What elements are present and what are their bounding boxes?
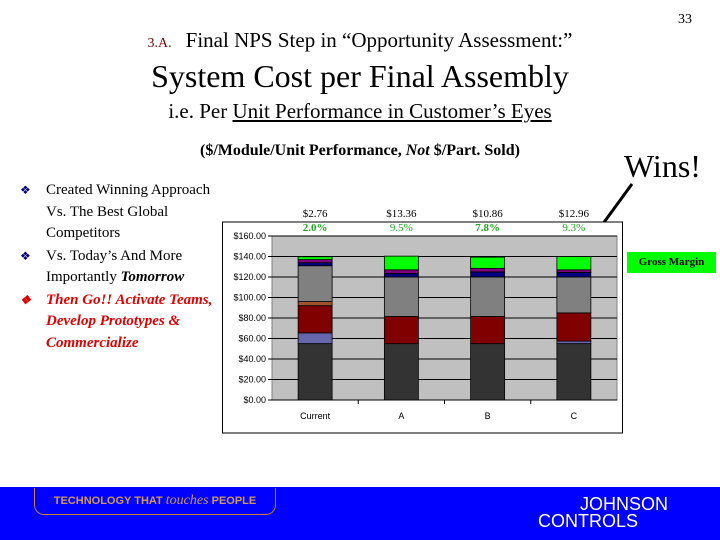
y-tick-label: $40.00 [238, 354, 266, 364]
diamond-bullet-icon: ❖ [20, 248, 31, 263]
logo-line1: JOHNSON [580, 494, 669, 514]
bullet-item: ❖ Vs. Today’s And More Importantly Tomorr… [20, 246, 220, 289]
wins-callout: Wins! [624, 148, 701, 184]
subtitle-underlined: Unit Performance in Customer’s Eyes [232, 99, 552, 123]
slide-heading: 3.A. Final NPS Step in “Opportunity Asses… [0, 28, 720, 53]
diamond-bullet-icon: ❖ [20, 292, 31, 307]
bar-segment [297, 332, 333, 345]
y-tick-label: $160.00 [233, 231, 266, 241]
y-tick-label: $60.00 [238, 334, 266, 344]
diamond-bullet-icon: ❖ [20, 183, 31, 197]
bar-segment [297, 262, 333, 267]
tagline-em: touches [165, 493, 209, 508]
bullet-item: ❖ Then Go!! Activate Teams, Develop Proto… [20, 290, 220, 355]
units-b: $/Part. Sold) [429, 142, 520, 159]
legend-gross-margin: Gross Margin [627, 252, 716, 273]
bar-segment [297, 265, 333, 302]
stacked-bar-chart: $0.00 $20.00 $40.00 $60.00 $80.00 $100.00 $120… [222, 208, 623, 434]
bar-segment [297, 343, 333, 401]
y-tick-label: $100.00 [233, 293, 266, 303]
y-tick-label: $20.00 [238, 375, 266, 385]
units-a: ($/Module/Unit Performance, [200, 142, 406, 159]
units-not: Not [405, 142, 430, 159]
bar-segment [383, 273, 419, 278]
bar-segment [383, 255, 419, 271]
footer-band [0, 487, 720, 540]
subtitle-prefix: i.e. Per [168, 99, 233, 123]
bullet-emphasis: Tomorrow [120, 269, 185, 285]
bar-segment [556, 256, 592, 271]
bullet-text: Vs. Today’s And More Importantly [46, 247, 183, 286]
bar-segment [383, 269, 419, 274]
bar-segment [297, 305, 333, 334]
bullet-list: ❖ Created Winning Approach Vs. The Best G… [20, 180, 220, 355]
x-tick-label: Current [300, 411, 331, 421]
margin-dollar-label: $12.96 [559, 208, 590, 220]
tagline: TECHNOLOGY THAT touches PEOPLE [34, 488, 276, 515]
tagline-b: PEOPLE [208, 495, 257, 507]
margin-dollar-label: $2.76 [303, 208, 328, 220]
y-tick-label: $0.00 [243, 395, 266, 405]
bar-segment [383, 343, 419, 401]
heading-text: Final NPS Step in “Opportunity Assessmen… [185, 28, 573, 52]
bar-segment [297, 301, 333, 307]
y-tick-label: $140.00 [233, 252, 266, 262]
y-tick-label: $120.00 [233, 272, 266, 282]
margin-pct-label: 9.3% [562, 222, 585, 234]
x-tick-label: A [398, 411, 404, 421]
margin-dollar-label: $10.86 [473, 208, 504, 220]
bar-segment [470, 267, 506, 273]
bar-segment [470, 256, 506, 269]
slide-title: System Cost per Final Assembly [151, 58, 569, 94]
tagline-a: TECHNOLOGY THAT [53, 495, 166, 507]
bullet-item: ❖ Created Winning Approach Vs. The Best G… [20, 180, 220, 245]
bullet-text: Created Winning Approach Vs. The Best Gl… [46, 182, 211, 241]
y-tick-label: $80.00 [238, 313, 266, 323]
bar-segment [297, 256, 333, 260]
page-number: 33 [678, 12, 692, 27]
bar-segment [556, 312, 592, 342]
bar-segment [383, 316, 419, 345]
bar-segment [556, 271, 592, 278]
logo-line2: CONTROLS [538, 511, 639, 531]
section-number: 3.A. [147, 36, 172, 51]
bar-segment [470, 276, 506, 317]
bar-segment [470, 271, 506, 278]
margin-pct-label: 9.5% [390, 222, 413, 234]
margin-pct-label: 2.0% [303, 222, 328, 234]
x-tick-label: C [571, 411, 578, 421]
x-tick-label: B [485, 411, 491, 421]
bar-segment [470, 343, 506, 401]
bar-segment [556, 343, 592, 401]
margin-pct-label: 7.8% [475, 222, 500, 234]
bar-segment [556, 276, 592, 314]
bar-segment [297, 259, 333, 264]
margin-dollar-label: $13.36 [386, 208, 417, 220]
johnson-controls-logo: JOHNSON CONTROLS [538, 494, 669, 531]
units-note: ($/Module/Unit Performance, Not $/Part. … [0, 142, 720, 160]
bar-segment [470, 316, 506, 345]
slide-subtitle: i.e. Per Unit Performance in Customer’s … [0, 99, 720, 124]
bullet-text: Then Go!! Activate Teams, Develop Protot… [46, 291, 213, 351]
bar-segment [383, 276, 419, 317]
